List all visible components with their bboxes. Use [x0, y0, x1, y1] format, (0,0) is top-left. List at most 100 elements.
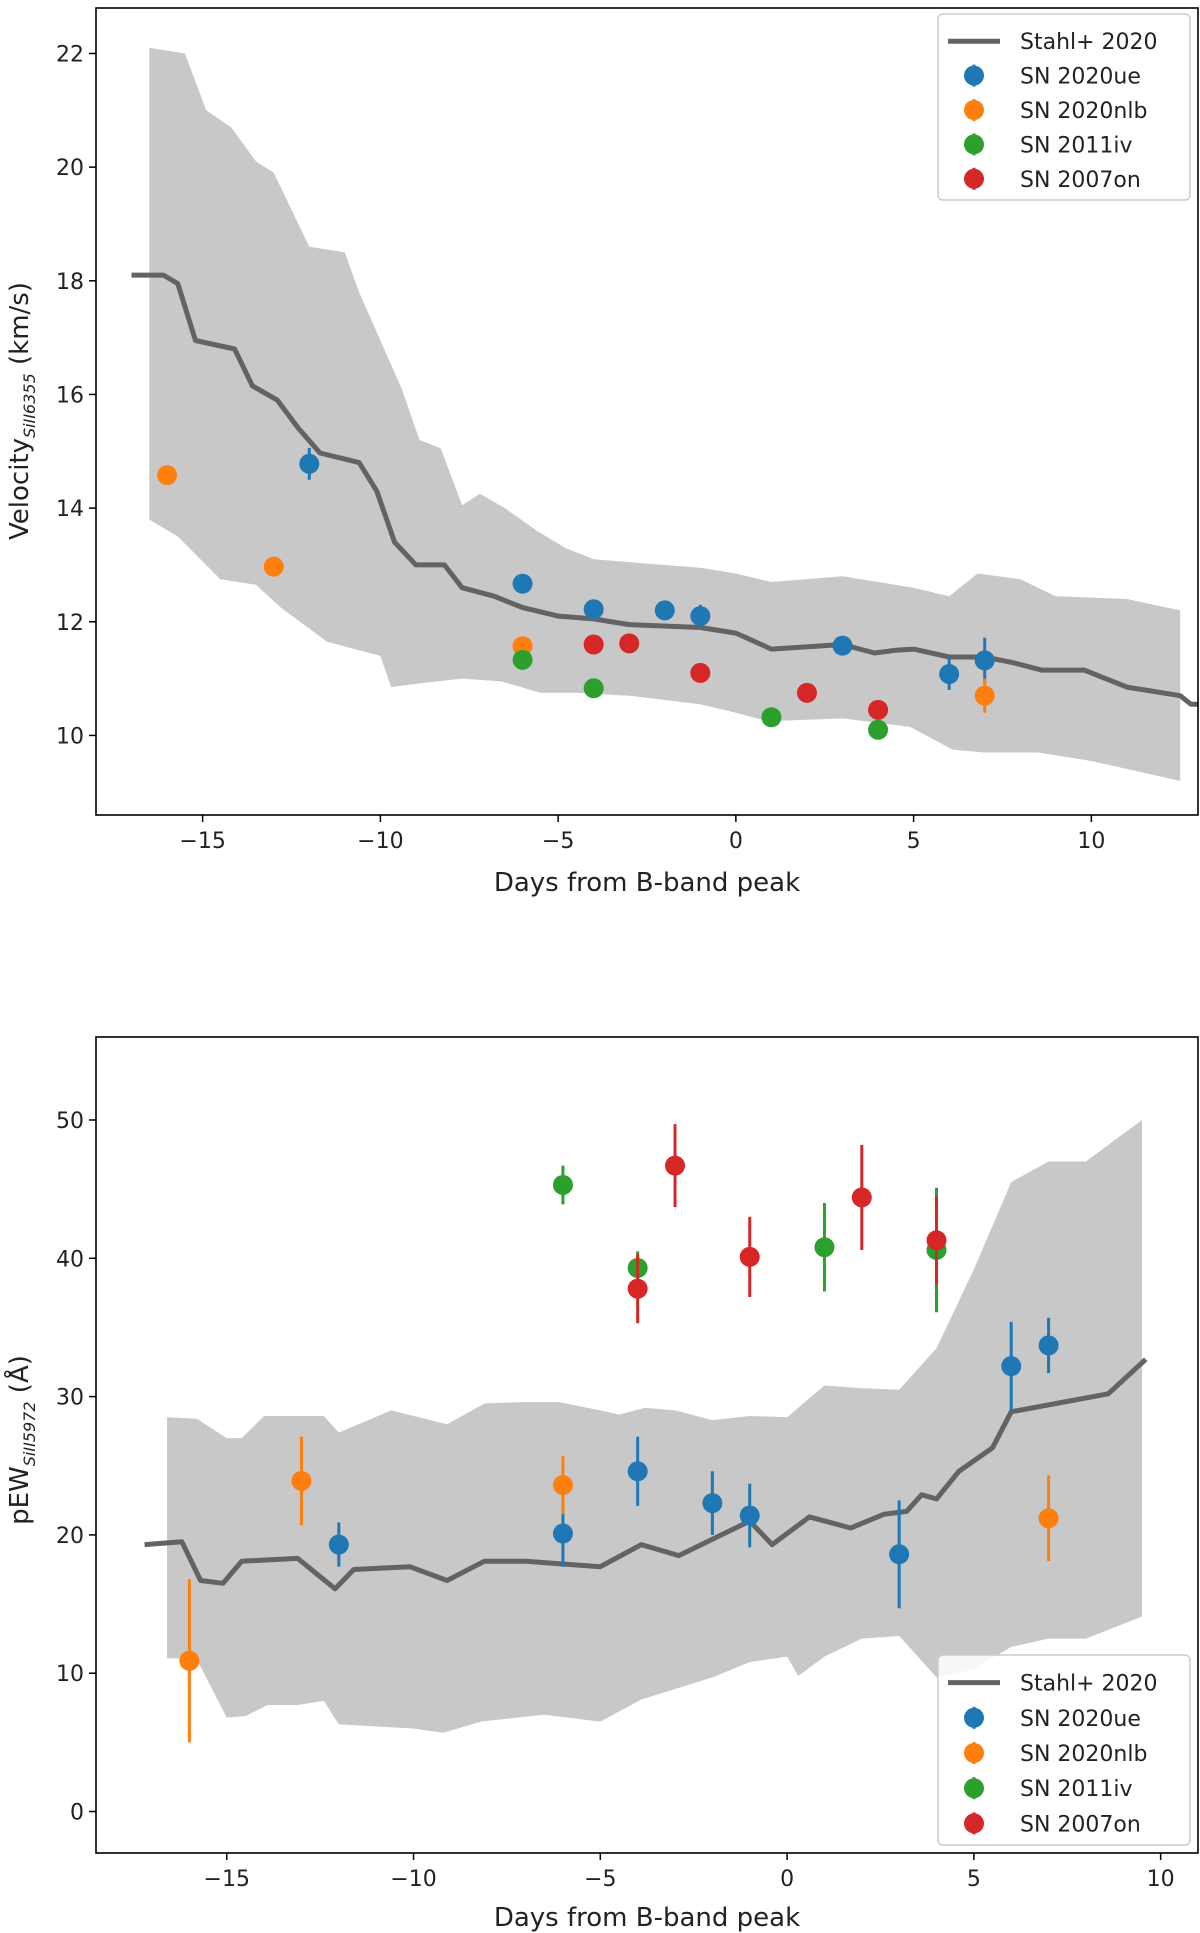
- legend-label: SN 2007on: [1020, 168, 1141, 193]
- data-point: [665, 1155, 686, 1176]
- velocity-y-ticks: 10 12 14 16 18 20 22: [56, 42, 96, 749]
- velocity-stahl-band: [149, 47, 1181, 781]
- y-tick-label: 0: [70, 1801, 84, 1826]
- pew-panel: −15 −10 −5 0 5 10 0 10 20 30 40 50 Days from B-ban…: [3, 1036, 1199, 1933]
- y-tick-label: 10: [56, 1662, 84, 1687]
- data-point: [512, 573, 533, 594]
- data-point: [328, 1534, 349, 1555]
- x-tick-label: −10: [390, 1867, 436, 1892]
- pew-legend: Stahl+ 2020 SN 2020ue SN 2020nlb SN 2011iv S…: [937, 1654, 1191, 1846]
- velocity-band-area: [149, 47, 1181, 781]
- data-point: [552, 1174, 573, 1195]
- y-tick-label: 16: [56, 383, 84, 408]
- velocity-plot-frame: [95, 7, 1199, 816]
- x-tick-label: 0: [780, 1867, 794, 1892]
- velocity-series-sn-2007on: [583, 633, 889, 720]
- data-point: [739, 1505, 760, 1526]
- data-point: [299, 453, 320, 474]
- x-tick-label: −5: [542, 829, 574, 854]
- data-point: [583, 599, 604, 620]
- x-tick-label: −10: [357, 829, 403, 854]
- velocity-y-label-unit: (km/s): [5, 282, 35, 373]
- velocity-y-label-sub: SiII6355: [20, 373, 39, 438]
- legend-label: SN 2020nlb: [1020, 1742, 1147, 1767]
- data-point: [179, 1650, 200, 1671]
- data-point: [263, 556, 284, 577]
- y-tick-label: 10: [56, 724, 84, 749]
- data-point: [761, 707, 782, 728]
- x-tick-label: −5: [584, 1867, 616, 1892]
- data-point: [974, 685, 995, 706]
- y-tick-label: 20: [56, 156, 84, 181]
- data-point: [690, 662, 711, 683]
- velocity-x-ticks: −15 −10 −5 0 5 10: [179, 815, 1105, 854]
- legend-marker-swatch: [964, 65, 984, 86]
- pew-y-ticks: 0 10 20 30 40 50: [56, 1109, 96, 1826]
- data-point: [832, 635, 853, 656]
- pew-stahl-curve: [144, 1357, 1148, 1592]
- data-point: [702, 1493, 723, 1514]
- legend-label: SN 2020ue: [1020, 65, 1141, 90]
- data-point: [583, 678, 604, 699]
- data-point: [552, 1523, 573, 1544]
- legend-marker-swatch: [964, 134, 984, 155]
- y-tick-label: 18: [56, 270, 84, 295]
- data-point: [552, 1475, 573, 1496]
- pew-y-label-main: pEW: [5, 1466, 35, 1525]
- legend-label: SN 2011iv: [1020, 133, 1133, 158]
- legend-marker-swatch: [964, 1743, 984, 1763]
- data-point: [627, 1278, 648, 1299]
- pew-y-label-sub: SiII5972: [20, 1401, 39, 1466]
- pew-series-sn-2020nlb: [179, 1436, 1059, 1743]
- data-point: [926, 1230, 947, 1251]
- legend-marker-swatch: [964, 100, 984, 120]
- velocity-y-axis-label: VelocitySiII6355 (km/s): [5, 282, 39, 540]
- velocity-stahl-line: [131, 272, 1198, 707]
- legend-label: Stahl+ 2020: [1020, 1672, 1158, 1697]
- data-point: [889, 1544, 910, 1565]
- legend-frame: [937, 1654, 1191, 1846]
- velocity-data-points: [157, 447, 995, 740]
- pew-data-points: [179, 1124, 1059, 1743]
- x-tick-label: 0: [729, 829, 743, 854]
- legend-label: SN 2020nlb: [1020, 99, 1147, 124]
- data-point: [619, 633, 640, 654]
- data-point: [868, 719, 889, 740]
- legend-frame: [937, 13, 1191, 201]
- velocity-panel: −15 −10 −5 0 5 10 10 12 14 16 18 20 22 Days from B-…: [5, 7, 1199, 898]
- data-point: [291, 1470, 312, 1491]
- legend-marker-swatch: [964, 1707, 984, 1728]
- velocity-x-axis-label: Days from B-band peak: [494, 868, 800, 898]
- y-tick-label: 40: [56, 1247, 84, 1272]
- data-point: [654, 600, 675, 621]
- data-point: [1038, 1335, 1059, 1356]
- y-tick-label: 22: [56, 42, 84, 67]
- velocity-series-sn-2011iv: [512, 649, 889, 740]
- data-point: [583, 634, 604, 655]
- legend-label: SN 2011iv: [1020, 1777, 1133, 1802]
- data-point: [1001, 1356, 1022, 1377]
- data-point: [851, 1187, 872, 1208]
- data-point: [627, 1461, 648, 1482]
- pew-x-axis-label: Days from B-band peak: [494, 1903, 800, 1933]
- velocity-legend: Stahl+ 2020 SN 2020ue SN 2020nlb SN 2011iv S…: [937, 13, 1191, 201]
- pew-y-label-unit: (Å): [3, 1355, 35, 1401]
- legend-marker-swatch: [964, 1778, 984, 1799]
- x-tick-label: −15: [179, 829, 225, 854]
- pew-y-axis-label: pEWSiII5972 (Å): [3, 1355, 39, 1525]
- legend-marker-swatch: [964, 1813, 984, 1834]
- legend-marker-swatch: [964, 168, 984, 189]
- x-tick-label: 10: [1077, 829, 1105, 854]
- legend-label: SN 2020ue: [1020, 1707, 1141, 1732]
- data-point: [690, 606, 711, 627]
- y-tick-label: 12: [56, 611, 84, 636]
- y-tick-label: 14: [56, 497, 84, 522]
- x-tick-label: 5: [907, 829, 921, 854]
- y-tick-label: 50: [56, 1109, 84, 1134]
- data-point: [157, 465, 178, 486]
- data-point: [814, 1237, 835, 1258]
- data-point: [512, 649, 533, 670]
- legend-label: SN 2007on: [1020, 1812, 1141, 1837]
- velocity-stahl-curve: [131, 272, 1198, 707]
